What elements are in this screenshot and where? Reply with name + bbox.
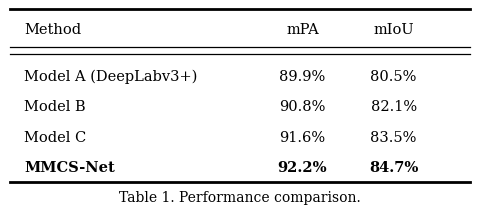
Text: Model A (DeepLabv3+): Model A (DeepLabv3+) [24, 70, 197, 84]
Text: 84.7%: 84.7% [369, 161, 418, 175]
Text: 90.8%: 90.8% [279, 100, 325, 114]
Text: mPA: mPA [286, 24, 319, 37]
Text: Table 1. Performance comparison.: Table 1. Performance comparison. [119, 192, 361, 205]
Text: Method: Method [24, 24, 81, 37]
Text: 89.9%: 89.9% [279, 70, 325, 84]
Text: Model C: Model C [24, 131, 86, 144]
Text: 91.6%: 91.6% [279, 131, 325, 144]
Text: 80.5%: 80.5% [371, 70, 417, 84]
Text: 82.1%: 82.1% [371, 100, 417, 114]
Text: MMCS-Net: MMCS-Net [24, 161, 115, 175]
Text: 92.2%: 92.2% [277, 161, 327, 175]
Text: mIoU: mIoU [373, 24, 414, 37]
Text: Model B: Model B [24, 100, 85, 114]
Text: 83.5%: 83.5% [371, 131, 417, 144]
